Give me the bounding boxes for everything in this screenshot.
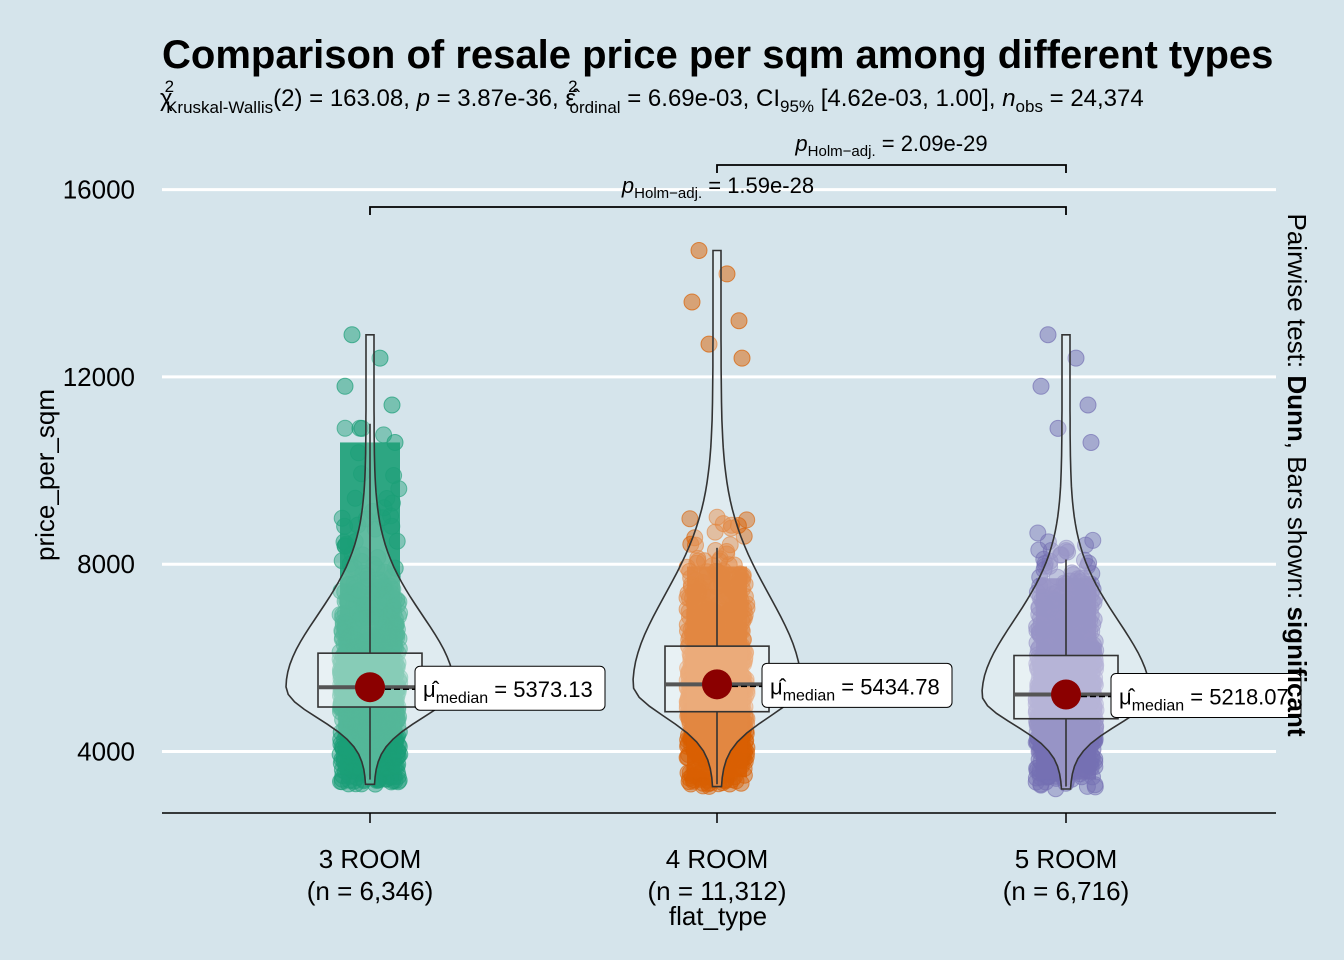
y-axis-label: price_per_sqm: [30, 389, 60, 561]
outlier-point: [1032, 377, 1050, 395]
x-tick-label-4-room: 4 ROOM: [666, 844, 769, 874]
chart-subtitle: χ2 Kruskal-Wallis(2) = 163.08, p = 3.87e-…: [160, 77, 1144, 117]
x-tick-count-3-room: (n = 6,346): [307, 876, 433, 906]
outlier-point: [1079, 396, 1097, 414]
outlier-point: [690, 241, 708, 259]
outlier-point: [336, 377, 354, 395]
pairwise-bar-1: [369, 206, 1067, 215]
median-point-3-room: [355, 672, 385, 703]
pairwise-label-1: pHolm−adj. = 1.59e-28: [621, 173, 814, 202]
x-tick-count-4-room: (n = 11,312): [647, 876, 786, 906]
data-point: [1084, 531, 1102, 549]
outlier-point: [1039, 326, 1057, 344]
median-point-4-room: [702, 669, 732, 700]
groups: μ̂median = 5373.13 μ̂median = 5434.78 μ̂me…: [285, 241, 1302, 798]
data-point: [336, 419, 354, 437]
outlier-point: [683, 293, 701, 311]
group-5-room: μ̂median = 5218.07: [981, 326, 1302, 798]
y-tick-label-4000: 4000: [77, 737, 135, 767]
pairwise-bars: pHolm−adj. = 2.09e-29 pHolm−adj. = 1.59e-…: [369, 131, 1067, 215]
x-tick-label-3-room: 3 ROOM: [319, 844, 422, 874]
x-axis-label: flat_type: [669, 901, 767, 931]
x-tick-count-5-room: (n = 6,716): [1003, 876, 1129, 906]
group-4-room: μ̂median = 5434.78: [632, 241, 953, 795]
pairwise-label-0: pHolm−adj. = 2.09e-29: [794, 131, 987, 160]
data-point: [681, 510, 699, 528]
outlier-point: [1082, 433, 1100, 451]
y-tick-label-8000: 8000: [77, 549, 135, 579]
x-tick-label-5-room: 5 ROOM: [1015, 844, 1118, 874]
y-tick-label-12000: 12000: [63, 362, 135, 392]
axes: 4000 8000 12000 16000 3 ROOM(n = 6,346) 4 ROO…: [63, 175, 1276, 906]
outlier-point: [383, 396, 401, 414]
chart-title: Comparison of resale price per sqm among…: [162, 33, 1273, 77]
pairwise-caption: Pairwise test: Dunn, Bars shown: signifi…: [1282, 214, 1312, 737]
pairwise-bar-0: [716, 164, 1067, 173]
data-point: [694, 777, 712, 795]
data-point: [732, 774, 750, 792]
median-point-5-room: [1051, 679, 1081, 710]
outlier-point: [730, 312, 748, 330]
outlier-point: [343, 326, 361, 344]
outlier-point: [733, 349, 751, 367]
y-tick-label-16000: 16000: [63, 175, 135, 205]
group-3-room: μ̂median = 5373.13: [285, 326, 606, 793]
